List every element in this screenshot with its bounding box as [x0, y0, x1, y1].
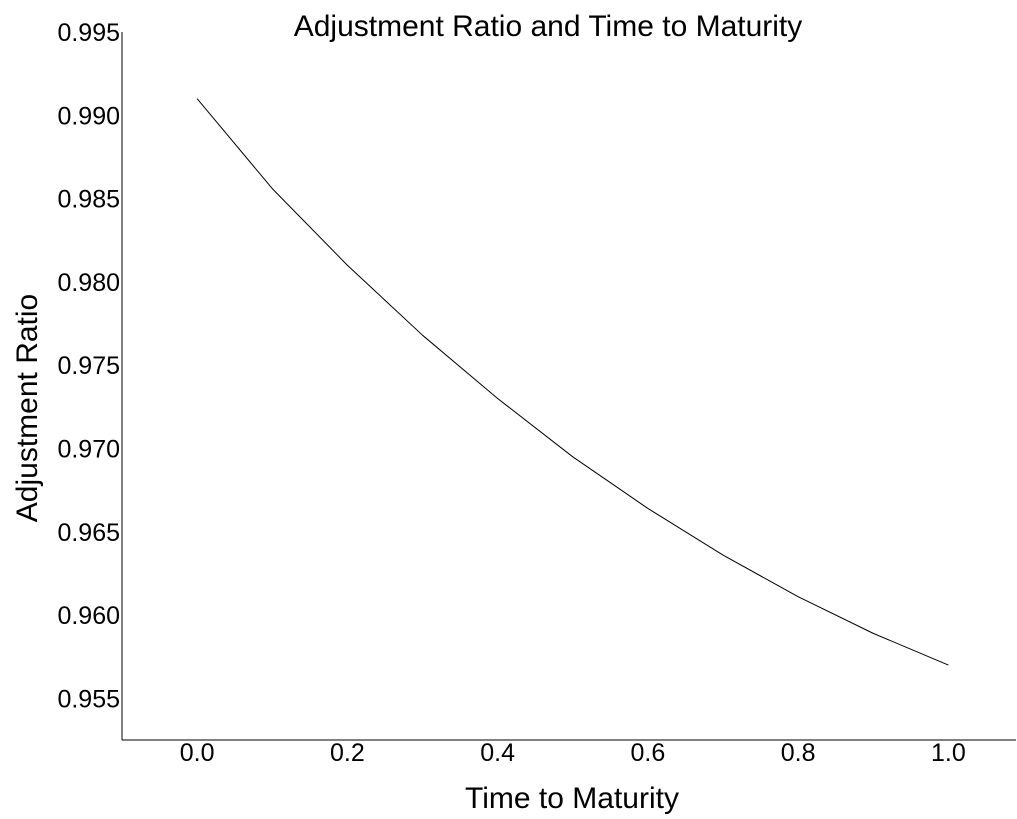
series-line: [196, 98, 949, 666]
y-axis-title: Adjustment Ratio: [11, 294, 44, 522]
x-tick-label: 1.0: [931, 739, 966, 767]
y-tick-label: 0.995: [57, 19, 120, 47]
x-tick-label: 0.6: [630, 739, 665, 767]
x-tick-label: 0.4: [480, 739, 515, 767]
y-tick-label: 0.980: [57, 269, 120, 297]
x-tick-labels: 0.0 0.2 0.4 0.6 0.8 1.0: [180, 739, 966, 767]
y-tick-label: 0.990: [57, 102, 120, 130]
chart-title: Adjustment Ratio and Time to Maturity: [294, 10, 803, 43]
y-tick-label: 0.960: [57, 602, 120, 630]
x-tick-label: 0.0: [180, 739, 215, 767]
y-tick-label: 0.955: [57, 685, 120, 713]
series-group: [196, 98, 949, 666]
y-tick-labels: 0.955 0.960 0.965 0.970 0.975 0.980 0.985 0.990…: [57, 19, 120, 713]
y-tick-label: 0.975: [57, 352, 120, 380]
x-tick-label: 0.2: [330, 739, 365, 767]
y-tick-label: 0.965: [57, 519, 120, 547]
y-tick-label: 0.985: [57, 186, 120, 214]
x-tick-label: 0.8: [781, 739, 816, 767]
x-axis-title: Time to Maturity: [465, 782, 679, 815]
y-tick-label: 0.970: [57, 435, 120, 463]
